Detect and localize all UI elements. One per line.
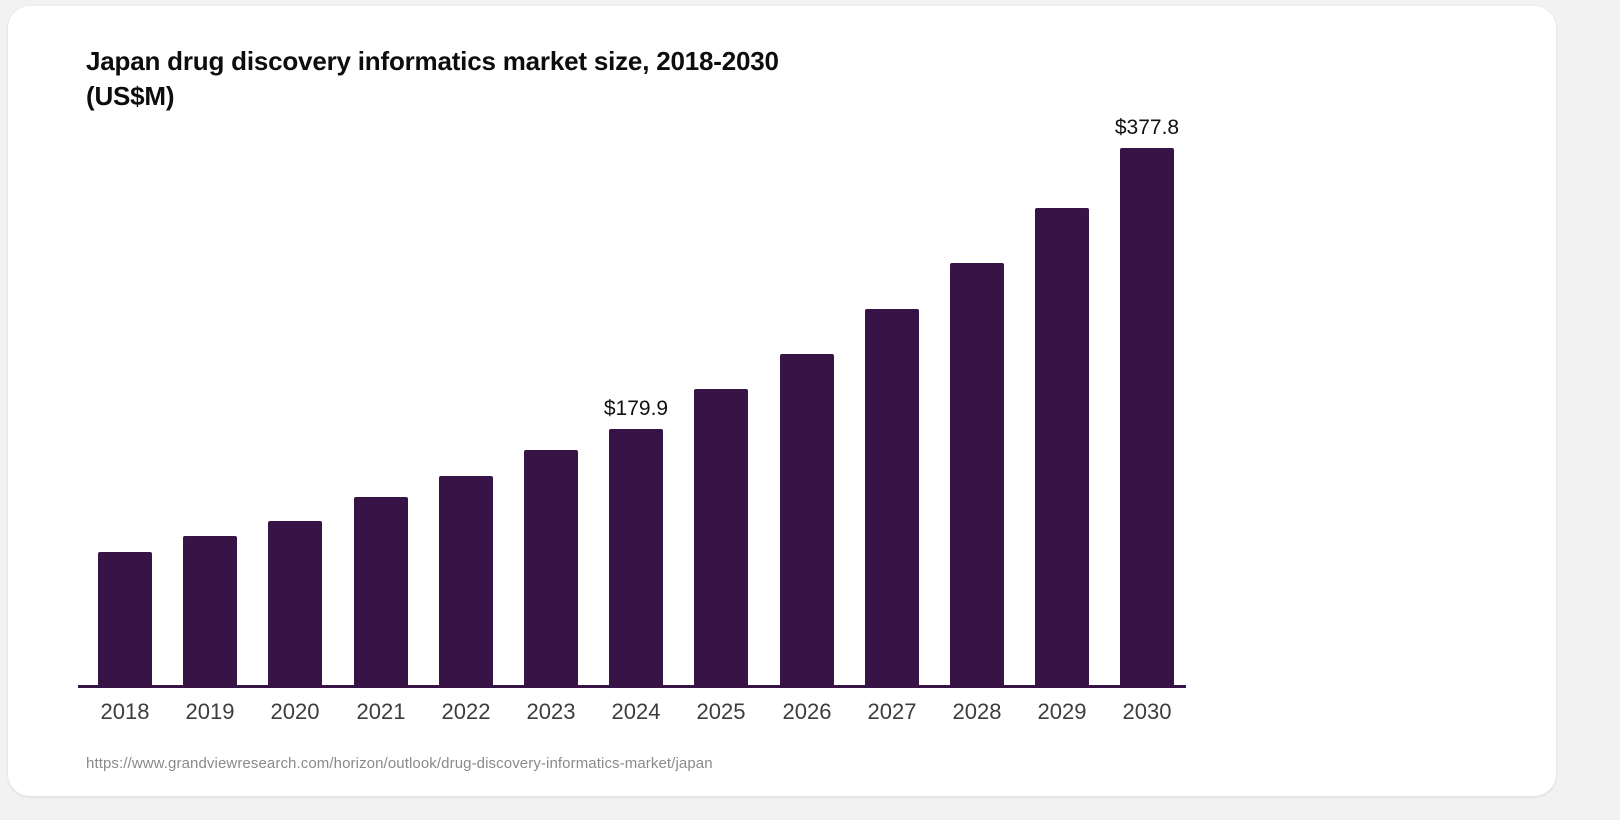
source-url: https://www.grandviewresearch.com/horizo… [86,755,713,772]
bar-2028[interactable] [950,263,1004,685]
x-tick-label-2026: 2026 [782,699,832,724]
bar-2019[interactable] [183,536,237,685]
x-tick-label-2025: 2025 [696,699,746,724]
bar-2029[interactable] [1035,208,1089,685]
bar-2024[interactable] [609,429,663,685]
x-axis-line [78,685,1186,688]
bar-value-label-2024: $179.9 [603,397,669,420]
x-tick-label-2030: 2030 [1122,699,1172,724]
bar-2025[interactable] [694,389,748,685]
x-tick-label-2024: 2024 [611,699,661,724]
x-tick-label-2029: 2029 [1037,699,1087,724]
x-tick-label-2028: 2028 [952,699,1002,724]
bar-2027[interactable] [865,309,919,685]
bar-2030[interactable] [1120,148,1174,685]
x-tick-label-2027: 2027 [867,699,917,724]
bar-2022[interactable] [439,476,493,685]
x-tick-label-2022: 2022 [441,699,491,724]
x-tick-label-2020: 2020 [270,699,320,724]
bar-chart-plot-area: 2018 2019 2020 2021 2022 2023 2024 $179.9 2025 20… [8,6,1556,796]
chart-card: Japan drug discovery informatics market … [8,6,1556,796]
bar-2020[interactable] [268,521,322,685]
page-title: Japan drug discovery informatics market … [86,46,779,111]
x-tick-label-2019: 2019 [185,699,235,724]
bar-2021[interactable] [354,497,408,685]
bar-2018[interactable] [98,552,152,685]
bar-2026[interactable] [780,354,834,685]
x-tick-label-2023: 2023 [526,699,576,724]
x-tick-label-2021: 2021 [356,699,406,724]
bar-2023[interactable] [524,450,578,685]
x-tick-label-2018: 2018 [100,699,150,724]
bar-value-label-2030: $377.8 [1114,116,1180,139]
